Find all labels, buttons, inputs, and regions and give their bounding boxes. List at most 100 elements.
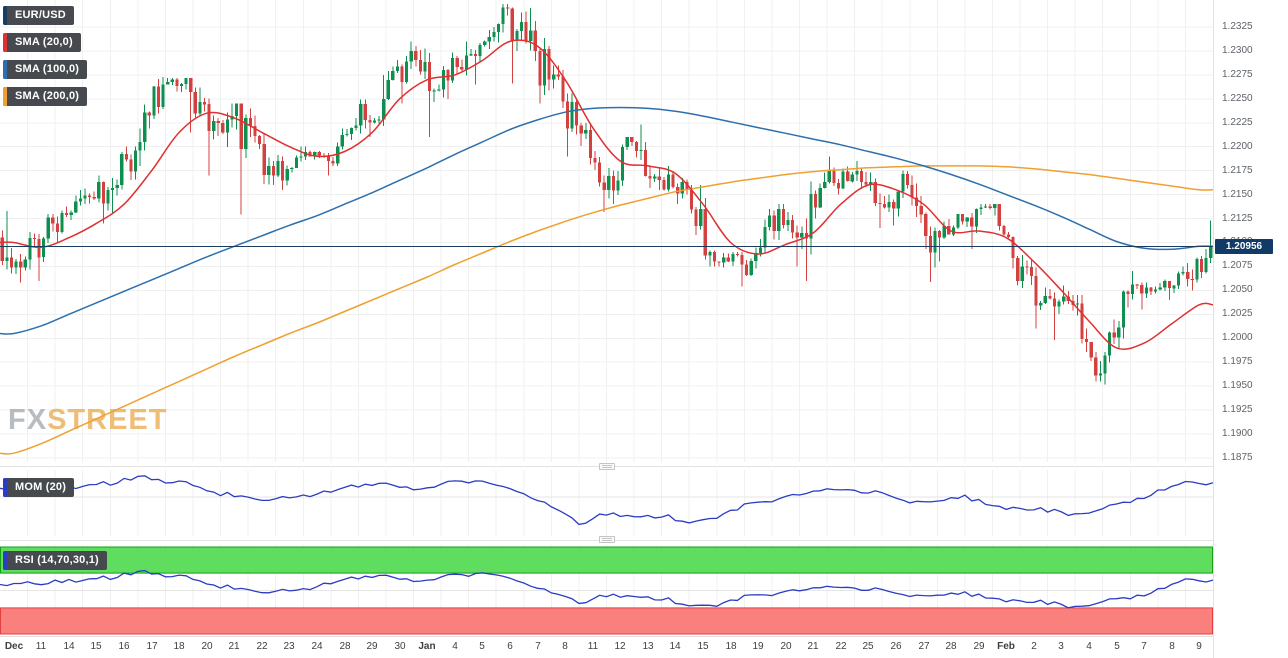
candles-layer [0,4,1213,385]
watermark-street-text: STREET [47,404,168,436]
time-tick-label: 9 [1196,641,1202,652]
price-tick-label: 1.1950 [1222,380,1253,391]
rsi-indicator-badge[interactable]: RSI (14,70,30,1) [3,551,107,570]
time-tick-label: 8 [1169,641,1175,652]
time-tick-label: 21 [807,641,819,652]
time-tick-label: 11 [587,641,599,652]
time-tick-label: 29 [366,641,378,652]
time-tick-label: 27 [918,641,930,652]
price-tick-label: 1.2050 [1222,284,1253,295]
time-tick-label: 22 [256,641,268,652]
price-tick-label: 1.2075 [1222,260,1253,271]
sma100-label: SMA (100,0) [15,63,80,75]
panel-separator [0,461,1213,471]
time-tick-label: 20 [201,641,213,652]
price-tick-label: 1.2200 [1222,141,1253,152]
rsi-panel: RSI (14,70,30,1) [0,545,1213,635]
rsi-stripe-icon [3,551,7,570]
symbol-badge[interactable]: EUR/USD [3,6,74,25]
panel-resize-grip-icon[interactable] [598,536,615,543]
time-tick-label: 3 [1058,641,1064,652]
watermark-fx-text: FX [8,404,48,436]
time-tick-label: Dec [4,641,24,652]
rsi-indicator-label: RSI (14,70,30,1) [15,554,99,566]
time-tick-label: 20 [780,641,792,652]
time-tick-label: 23 [283,641,295,652]
price-tick-label: 1.1975 [1222,356,1253,367]
time-tick-label: 22 [835,641,847,652]
mom-indicator-label: MOM (20) [15,481,67,493]
mom-stripe-icon [3,478,7,497]
price-tick-label: 1.2225 [1222,117,1253,128]
rsi-oversold-band [0,607,1213,635]
time-tick-label: 14 [669,641,681,652]
price-tick-label: 1.2300 [1222,45,1253,56]
time-tick-label: 24 [311,641,323,652]
price-axis[interactable]: 0.0000 50.0000 0.0000 1.23251.23001.2275… [1214,0,1288,658]
time-tick-label: 16 [118,641,130,652]
price-tick-label: 1.1925 [1222,404,1253,415]
time-tick-label: 7 [1141,641,1147,652]
price-grid [0,0,1213,462]
time-tick-label: 17 [146,641,158,652]
rsi-canvas[interactable] [0,545,1213,635]
time-tick-label: Feb [997,641,1015,652]
time-tick-label: 12 [614,641,626,652]
panel-separator [0,534,1213,545]
price-tick-label: 1.2175 [1222,165,1253,176]
time-tick-label: 14 [63,641,75,652]
time-tick-label: 26 [890,641,902,652]
price-chart-canvas[interactable] [0,0,1213,462]
last-price-label: 1.20956 [1215,239,1273,254]
time-tick-label: 18 [173,641,185,652]
time-tick-label: 21 [228,641,240,652]
time-tick-label: 25 [862,641,874,652]
symbol-label: EUR/USD [15,9,66,21]
sma100-stripe-icon [3,60,7,79]
sma200-stripe-icon [3,87,7,106]
time-tick-label: 30 [394,641,406,652]
sma20-badge[interactable]: SMA (20,0) [3,33,81,52]
sma200-label: SMA (200,0) [15,90,80,102]
sma20-line [0,39,1213,350]
sma20-stripe-icon [3,33,7,52]
time-tick-label: 4 [452,641,458,652]
sma200-badge[interactable]: SMA (200,0) [3,87,88,106]
price-tick-label: 1.2150 [1222,189,1253,200]
time-tick-label: 6 [507,641,513,652]
price-tick-label: 1.2025 [1222,308,1253,319]
sma100-line [0,106,1213,335]
sma100-badge[interactable]: SMA (100,0) [3,60,88,79]
time-tick-label: 15 [90,641,102,652]
rsi-overbought-band [0,546,1213,574]
momentum-panel: MOM (20) [0,470,1213,536]
time-tick-label: 28 [339,641,351,652]
momentum-canvas[interactable] [0,470,1213,536]
legend: EUR/USD SMA (20,0) SMA (100,0) SMA (200,… [3,6,88,106]
time-tick-label: 28 [945,641,957,652]
time-tick-label: 18 [725,641,737,652]
axis-divider [1213,0,1214,658]
time-tick-label: Jan [418,641,436,652]
time-tick-label: 19 [752,641,764,652]
price-chart-panel: EUR/USD SMA (20,0) SMA (100,0) SMA (200,… [0,0,1213,462]
price-tick-label: 1.1900 [1222,428,1253,439]
price-tick-label: 1.2275 [1222,69,1253,80]
mom-grid [0,470,1213,536]
time-tick-label: 5 [1114,641,1120,652]
time-tick-label: 29 [973,641,985,652]
time-tick-label: 8 [562,641,568,652]
panel-resize-grip-icon[interactable] [598,462,615,470]
price-tick-label: 1.2325 [1222,21,1253,32]
price-tick-label: 1.2000 [1222,332,1253,343]
time-tick-label: 5 [479,641,485,652]
time-tick-label: 13 [642,641,654,652]
mom-line [0,475,1213,526]
rsi-line [0,569,1213,609]
mom-indicator-badge[interactable]: MOM (20) [3,478,75,497]
price-tick-label: 1.2125 [1222,213,1253,224]
sma20-label: SMA (20,0) [15,36,73,48]
sma200-line [0,165,1213,455]
time-axis[interactable]: Dec 11 14 15 16 17 18 20 21 22 23 24 28 29 30 Jan 4 5 6 7 8 1… [0,636,1213,658]
